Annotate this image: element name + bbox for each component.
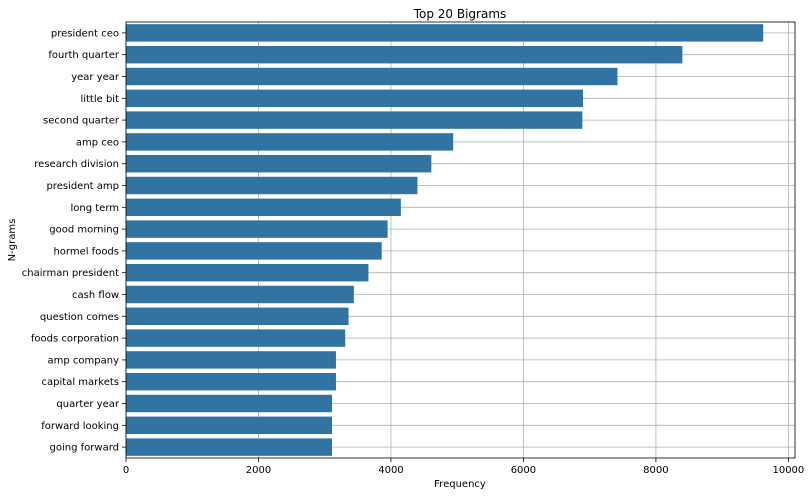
x-tick-label: 6000 — [511, 465, 536, 476]
bar — [126, 67, 618, 86]
x-axis-label: Frequency — [434, 479, 486, 490]
bar — [126, 307, 349, 326]
x-tick-labels: 0 2000 4000 6000 8000 10000 — [123, 458, 804, 476]
chart-title: Top 20 Bigrams — [413, 7, 507, 21]
x-tick-label: 4000 — [378, 465, 403, 476]
y-tick-label: year year — [71, 72, 120, 83]
y-tick-label: amp company — [48, 355, 120, 366]
bar — [126, 24, 764, 42]
y-tick-label: forward looking — [41, 421, 119, 432]
y-tick-label: president amp — [46, 181, 119, 192]
bar — [126, 45, 683, 64]
bar — [126, 285, 354, 304]
bar — [126, 438, 332, 456]
y-tick-label: quarter year — [56, 399, 119, 410]
x-tick-label: 0 — [123, 465, 129, 476]
y-axis-label: N-grams — [7, 219, 18, 262]
bar — [126, 372, 336, 391]
bar — [126, 263, 369, 282]
bar — [126, 416, 332, 435]
y-tick-label: fourth quarter — [48, 50, 120, 61]
bars — [126, 24, 764, 456]
x-tick-label: 8000 — [643, 465, 668, 476]
y-tick-label: second quarter — [43, 116, 120, 127]
bar — [126, 242, 382, 260]
y-tick-label: good morning — [49, 225, 119, 236]
y-tick-label: president ceo — [51, 28, 119, 39]
y-tick-label: long term — [70, 203, 119, 214]
bar — [126, 198, 401, 217]
bar — [126, 351, 336, 369]
y-tick-labels: president ceo fourth quarter year year litt… — [22, 28, 126, 454]
bar — [126, 220, 388, 238]
x-tick-label: 10000 — [772, 465, 804, 476]
y-tick-label: little bit — [80, 94, 119, 105]
y-tick-label: going forward — [50, 443, 119, 454]
y-tick-label: foods corporation — [31, 334, 119, 345]
bar — [126, 176, 418, 195]
bar — [126, 394, 332, 413]
x-tick-label: 2000 — [246, 465, 271, 476]
bar — [126, 133, 454, 151]
y-tick-label: research division — [34, 159, 119, 170]
bar — [126, 329, 346, 347]
y-tick-label: capital markets — [42, 377, 119, 388]
bar — [126, 111, 583, 129]
bar — [126, 154, 432, 173]
y-tick-label: chairman president — [22, 268, 119, 279]
bar — [126, 89, 584, 108]
y-tick-label: amp ceo — [76, 137, 119, 148]
y-tick-label: question comes — [40, 312, 119, 323]
y-tick-label: cash flow — [72, 290, 119, 301]
y-tick-label: hormel foods — [53, 246, 119, 257]
plot-frame — [125, 21, 796, 459]
